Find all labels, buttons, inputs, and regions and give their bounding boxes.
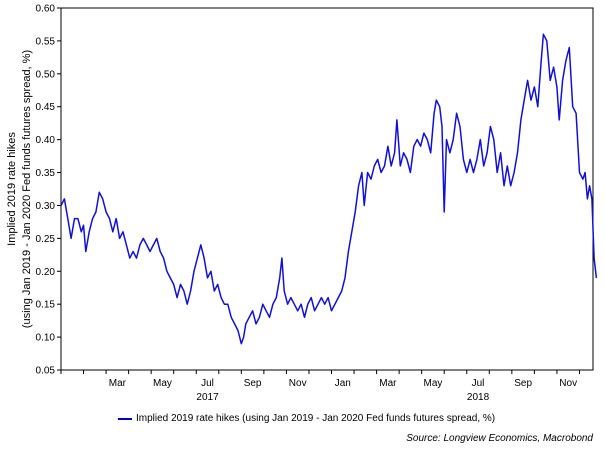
x-axis-ticks: Mar May Jul Sep Nov Jan Mar May Jul Sep Nov 2017 201… bbox=[60, 370, 580, 403]
x-tick-label: Nov bbox=[559, 378, 577, 389]
x-tick-label: Sep bbox=[244, 378, 262, 389]
x-year-label: 2017 bbox=[196, 392, 219, 403]
legend-swatch bbox=[118, 417, 132, 420]
y-tick-label: 0.35 bbox=[36, 168, 56, 179]
y-tick-label: 0.10 bbox=[36, 333, 56, 344]
y-tick-label: 0.05 bbox=[36, 366, 56, 377]
x-tick-label: Sep bbox=[514, 378, 532, 389]
x-tick-label: Jul bbox=[201, 378, 214, 389]
y-tick-label: 0.60 bbox=[36, 4, 56, 15]
legend: Implied 2019 rate hikes (using Jan 2019 … bbox=[118, 413, 495, 424]
y-tick-label: 0.40 bbox=[36, 135, 56, 146]
y-tick-label: 0.15 bbox=[36, 300, 56, 311]
x-tick-label: Mar bbox=[379, 378, 397, 389]
x-tick-label: Jul bbox=[472, 378, 485, 389]
x-tick-label: May bbox=[153, 378, 172, 389]
y-axis-title-line-1: Implied 2019 rate hikes bbox=[6, 132, 18, 246]
y-axis-title-line-2: (using Jan 2019 - Jan 2020 Fed funds fut… bbox=[21, 50, 33, 328]
x-tick-label: Nov bbox=[289, 378, 307, 389]
series-line-rate-hikes bbox=[60, 33, 598, 345]
y-tick-label: 0.45 bbox=[36, 102, 56, 113]
y-tick-label: 0.30 bbox=[36, 201, 56, 212]
plot-frame bbox=[60, 7, 594, 371]
y-axis-ticks: 0.05 0.10 0.15 0.20 0.25 0.30 0.35 0.40 0.45 0.50… bbox=[36, 4, 61, 377]
x-year-label: 2018 bbox=[467, 392, 490, 403]
y-tick-label: 0.25 bbox=[36, 234, 56, 245]
y-tick-label: 0.55 bbox=[36, 36, 56, 47]
source-note: Source: Longview Economics, Macrobond bbox=[406, 433, 593, 444]
y-tick-label: 0.20 bbox=[36, 267, 56, 278]
legend-label: Implied 2019 rate hikes (using Jan 2019 … bbox=[136, 413, 496, 424]
x-tick-label: May bbox=[423, 378, 442, 389]
x-tick-label: Mar bbox=[109, 378, 127, 389]
x-tick-label: Jan bbox=[335, 378, 351, 389]
y-tick-label: 0.50 bbox=[36, 69, 56, 80]
